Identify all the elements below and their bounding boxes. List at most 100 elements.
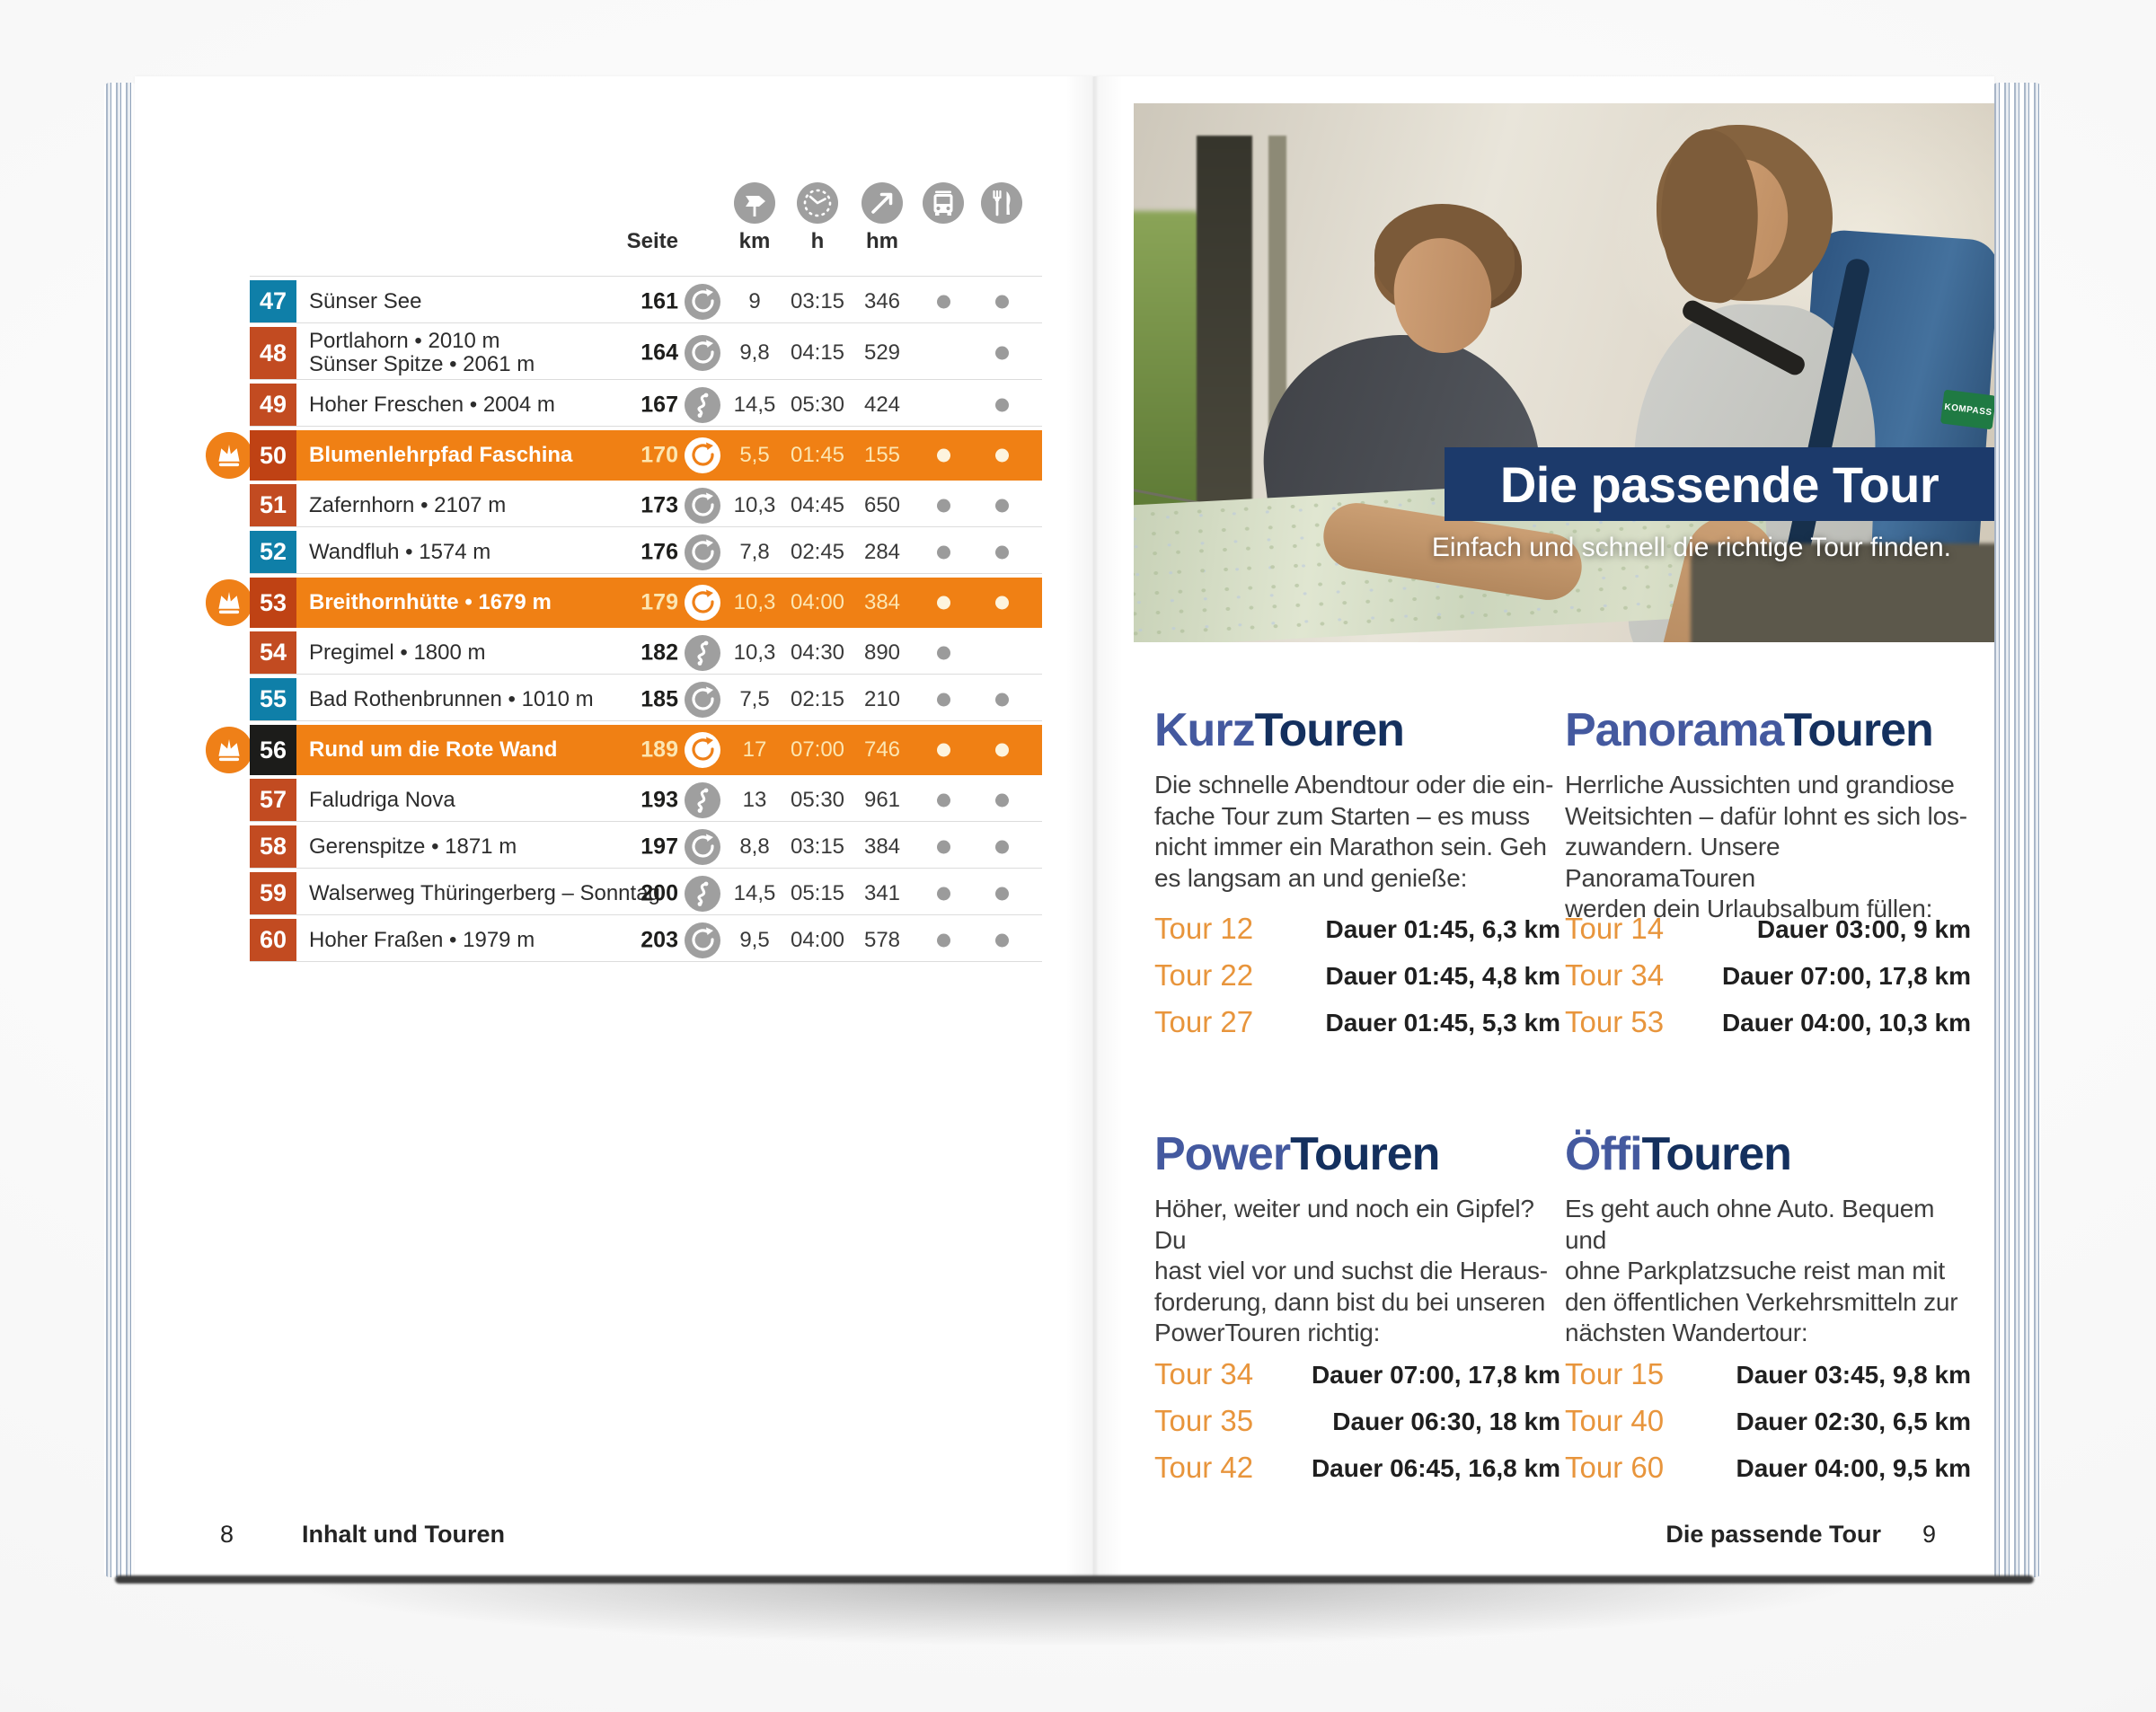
elevation-value: 210 [863, 686, 901, 711]
distance-value: 5,5 [739, 443, 770, 467]
table-row: 56 Rund um die Rote Wand 189 17 07:00 746 [205, 725, 1042, 775]
bus-available-dot [937, 646, 950, 659]
section-panoramatouren: PanoramaTouren Herrliche Aussichten und … [1565, 705, 1971, 1038]
tour-number-badge: 54 [250, 631, 296, 674]
page-left: Seite km h hm 47 Sünser See 161 9 03:15 346 48… [135, 76, 1094, 1581]
tour-page-number: 179 [641, 589, 678, 615]
tour-ref-value: Dauer 04:00, 9,5 km [1736, 1454, 1972, 1482]
loop-route-icon [685, 922, 720, 958]
tour-ref-label: Tour 60 [1565, 1451, 1665, 1484]
bus-available-dot [937, 793, 950, 807]
loop-route-icon [685, 335, 720, 371]
distance-value: 10,3 [733, 590, 776, 614]
tour-page-number: 200 [641, 880, 678, 905]
tour-ref-label: Tour 12 [1154, 912, 1254, 945]
elevation-value: 650 [863, 492, 901, 517]
distance-value: 10,3 [733, 640, 776, 665]
tour-name: Wandfluh • 1574 m [309, 539, 491, 564]
section-text: Es geht auch ohne Auto. Bequem und ohne … [1565, 1195, 1958, 1346]
tour-ref-row: Tour 12 Dauer 01:45, 6,3 km [1154, 906, 1560, 953]
tour-ref-label: Tour 22 [1154, 958, 1254, 992]
tour-page-number: 170 [641, 442, 678, 468]
tour-table-rows: 47 Sünser See 161 9 03:15 346 48 Portlahorn • 2… [205, 276, 1042, 966]
tour-ref-label: Tour 27 [1154, 1005, 1254, 1038]
clock-icon [797, 182, 838, 224]
elevation-value: 384 [863, 834, 901, 859]
distance-value: 13 [742, 787, 767, 812]
table-row: 47 Sünser See 161 9 03:15 346 [250, 280, 1042, 323]
distance-value: 9,5 [739, 927, 770, 952]
distance-value: 14,5 [733, 392, 776, 417]
tour-number-badge: 59 [250, 872, 296, 914]
tour-ref-label: Tour 42 [1154, 1451, 1254, 1484]
tour-ref-value: Dauer 03:45, 9,8 km [1736, 1361, 1972, 1389]
elevation-value: 746 [863, 737, 901, 762]
tour-page-number: 185 [641, 686, 678, 711]
tour-page-number: 164 [641, 340, 678, 366]
table-row: 53 Breithornhütte • 1679 m 179 10,3 04:00 384 [205, 578, 1042, 628]
tour-name: Gerenspitze • 1871 m [309, 834, 517, 859]
page-right: KOMPASS Die passende Tour Einfach und sc… [1094, 76, 1994, 1581]
restaurant-available-dot [995, 499, 1009, 512]
hero-photo: KOMPASS Die passende Tour Einfach und sc… [1134, 103, 1994, 642]
tour-ref-label: Tour 34 [1565, 958, 1665, 992]
crown-icon [205, 578, 253, 627]
tour-name: Pregimel • 1800 m [309, 640, 486, 665]
bus-available-dot [937, 596, 950, 610]
column-header-seite: Seite [626, 229, 678, 253]
restaurant-available-dot [995, 398, 1009, 411]
table-row: 48 Portlahorn • 2010 m Sünser Spitze • 20… [250, 327, 1042, 380]
elevation-value: 424 [863, 392, 901, 417]
stage-route-icon [685, 386, 720, 423]
loop-route-icon [685, 681, 720, 718]
column-header-h: h [810, 229, 825, 253]
duration-value: 02:15 [790, 686, 845, 711]
duration-value: 05:30 [790, 787, 845, 812]
kompass-logo-tag: KOMPASS [1940, 389, 1994, 430]
tour-ref-row: Tour 60 Dauer 04:00, 9,5 km [1565, 1445, 1971, 1492]
elevation-value: 341 [863, 880, 901, 905]
tour-ref-row: Tour 53 Dauer 04:00, 10,3 km [1565, 1000, 1971, 1046]
bus-available-dot [937, 693, 950, 706]
tour-name: Hoher Fraßen • 1979 m [309, 927, 535, 952]
book-bottom-edge [115, 1575, 2034, 1584]
tour-number-badge: 52 [250, 531, 296, 573]
distance-value: 10,3 [733, 492, 776, 517]
tour-page-number: 203 [641, 927, 678, 952]
tour-number-badge: 50 [250, 430, 296, 481]
footer-right: Die passende Tour 9 [1666, 1521, 1936, 1549]
bus-available-dot [937, 448, 950, 463]
tour-ref-row: Tour 34 Dauer 07:00, 17,8 km [1565, 953, 1971, 1000]
duration-value: 05:15 [790, 880, 845, 905]
restaurant-available-dot [995, 545, 1009, 559]
tour-ref-list: Tour 34 Dauer 07:00, 17,8 km Tour 35 Dauer … [1154, 1352, 1560, 1492]
restaurant-available-dot [995, 743, 1009, 757]
section-text: Höher, weiter und noch ein Gipfel? Du ha… [1154, 1195, 1548, 1346]
tour-page-number: 197 [641, 834, 678, 859]
tour-ref-list: Tour 12 Dauer 01:45, 6,3 km Tour 22 Dauer 0… [1154, 906, 1560, 1046]
loop-route-icon [685, 437, 720, 473]
bus-icon [923, 182, 964, 224]
restaurant-available-dot [995, 793, 1009, 807]
bus-available-dot [937, 743, 950, 757]
tour-ref-row: Tour 42 Dauer 06:45, 16,8 km [1154, 1445, 1560, 1492]
tour-number-badge: 60 [250, 919, 296, 961]
tour-ref-value: Dauer 04:00, 10,3 km [1721, 1009, 1971, 1037]
tour-number-badge: 57 [250, 779, 296, 821]
table-row: 57 Faludriga Nova 193 13 05:30 961 [250, 779, 1042, 822]
signpost-icon [734, 182, 775, 224]
table-row: 55 Bad Rothenbrunnen • 1010 m 185 7,5 02:15 2… [250, 678, 1042, 721]
footer-left: 8 Inhalt und Touren [220, 1521, 505, 1549]
book-shadow [36, 1581, 2120, 1671]
hero-title: Die passende Tour [1499, 455, 1940, 513]
tour-ref-value: Dauer 07:00, 17,8 km [1721, 962, 1971, 990]
restaurant-available-dot [995, 933, 1009, 947]
bus-available-dot [937, 545, 950, 559]
tour-ref-value: Dauer 01:45, 6,3 km [1325, 915, 1561, 943]
restaurant-available-dot [995, 596, 1009, 610]
footer-chapter-label-right: Die passende Tour [1666, 1521, 1881, 1548]
tour-ref-row: Tour 35 Dauer 06:30, 18 km [1154, 1399, 1560, 1445]
duration-value: 01:45 [790, 443, 845, 467]
section-title: ÖffiTouren [1565, 1128, 1792, 1180]
bus-available-dot [937, 887, 950, 900]
